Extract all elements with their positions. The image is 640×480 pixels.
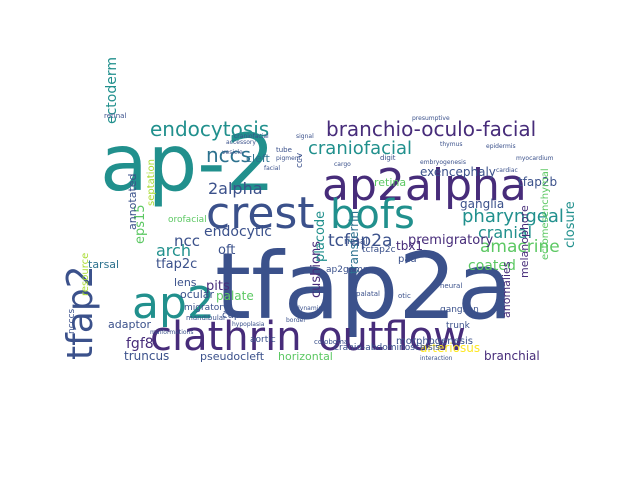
word-septation: septation <box>146 159 157 206</box>
word-morphogenesis: morphogenesis <box>396 336 473 347</box>
word-dynamin: dynamin <box>296 305 322 312</box>
word-pits: pits <box>206 279 230 294</box>
word-retinal: retinal <box>104 112 126 120</box>
word-embryogenesis: embryogenesis <box>420 159 466 166</box>
word-endocytic: endocytic <box>204 224 272 240</box>
word-ectomesenchymal: ectomesenchymal <box>540 168 551 260</box>
word-ccv: ccv <box>295 152 305 168</box>
word-facial: facial <box>264 165 280 172</box>
word-hypoplasia: hypoplasia <box>232 321 265 328</box>
word-annotated: annotated <box>126 173 139 230</box>
word-nasal: nasal <box>344 237 368 247</box>
word-accessory: accessory <box>226 139 256 146</box>
word-migratory: migratory <box>184 303 229 313</box>
word-2alpha: 2alpha <box>208 179 263 198</box>
word-clathrin: clathrin <box>150 314 302 360</box>
word-cranial: cranial <box>478 223 532 242</box>
word-anomalies: anomalies <box>500 261 513 318</box>
word-palatal: palatal <box>356 290 380 298</box>
word-crest: crest <box>206 188 315 239</box>
word-arch: arch <box>156 241 191 260</box>
word-thymus: thymus <box>440 141 462 148</box>
word-epidermis: epidermis <box>486 143 516 150</box>
word-border: border <box>286 317 306 324</box>
word-lens: lens <box>174 276 197 289</box>
word-resource: resource <box>80 253 91 296</box>
word-cargo: cargo <box>334 161 351 168</box>
word-tfap2b: tfap2b <box>518 175 557 189</box>
word-ap2gamma: ap2gamma <box>326 265 377 275</box>
word-outflow: outflow <box>318 314 466 360</box>
word-myocardium: myocardium <box>516 155 554 162</box>
word-digit: digit <box>380 154 396 162</box>
word-craniofacial: craniofacial <box>234 133 269 140</box>
word-tfap2c: tfap2c <box>156 257 197 272</box>
word-cushions: cushions <box>309 241 324 298</box>
word-ncccs: ncccs <box>67 308 77 334</box>
word-malformations: malformations <box>150 329 193 336</box>
word-vesicle: vesicle <box>222 149 243 156</box>
word-horizontal: horizontal <box>278 350 333 363</box>
word-pigment: pigment <box>276 155 302 162</box>
word-ncc: ncc <box>174 232 200 250</box>
word-melanophore: melanophore <box>518 205 531 278</box>
word-palate: palate <box>216 289 254 303</box>
word-tarsal: tarsal <box>88 258 119 271</box>
word-paa: paa <box>398 254 417 265</box>
word-signal: signal <box>296 133 314 140</box>
word-bofs: bofs <box>330 192 415 238</box>
word-retina: retina <box>374 176 406 189</box>
word-ap-2: ap-2 <box>100 119 275 209</box>
word-cranio-abdominoschisis: cranio-abdominoschisis <box>334 343 440 353</box>
word-eps15: eps15 <box>133 204 148 244</box>
word-tube: tube <box>276 146 292 154</box>
word-mandibular: mandibular <box>186 314 226 322</box>
word-oft: oft <box>218 243 235 258</box>
word-closure: closure <box>563 201 578 248</box>
word-neural: neural <box>440 282 462 290</box>
word-truncus: truncus <box>124 349 169 363</box>
word-tbx1: tbx1 <box>396 239 423 253</box>
word-branchial: branchial <box>484 349 540 363</box>
word-tfap2a: tfap2a <box>215 233 513 340</box>
word-tcfap2c: tcfap2c <box>362 245 396 255</box>
word-adaptor: adaptor <box>108 318 151 331</box>
word-craniofacial: craniofacial <box>308 138 412 159</box>
word-interaction: interaction <box>420 355 453 362</box>
word-cardiac: cardiac <box>496 167 518 174</box>
word-endocytosis: endocytosis <box>150 117 269 141</box>
word-cup: cup <box>222 310 240 321</box>
word-aortic: aortic <box>250 335 276 345</box>
word-tfap2: tfap2 <box>60 265 101 360</box>
word-nccs: nccs <box>206 143 251 167</box>
word-cleft: cleft <box>246 152 271 165</box>
word-trunk: trunk <box>446 321 471 331</box>
word-ap2: ap2 <box>132 278 215 329</box>
word-ganglia: ganglia <box>460 197 504 211</box>
word-premigratory: premigratory <box>408 233 494 248</box>
word-branchio-oculo-facial: branchio-oculo-facial <box>326 117 536 141</box>
word-ganglion: ganglion <box>440 305 479 315</box>
word-ocular: ocular <box>180 288 215 301</box>
word-exencephaly: exencephaly <box>420 165 496 179</box>
word-placode: placode <box>313 211 328 262</box>
word-ectoderm: ectoderm <box>104 57 120 124</box>
word-amacrine: amacrine <box>480 237 560 257</box>
word-tcfap2a: tcfap2a <box>328 231 392 251</box>
word-fgf8: fgf8 <box>126 336 154 352</box>
word-pseudocleft: pseudocleft <box>200 350 265 363</box>
word-transferrin: transferrin <box>347 211 361 274</box>
word-pharyngeal: pharyngeal <box>462 206 564 227</box>
word-ap2alpha: ap2alpha <box>322 160 527 211</box>
word-coloboma: coloboma <box>314 338 348 346</box>
word-presumptive: presumptive <box>412 115 450 122</box>
word-coated: coated <box>468 258 516 274</box>
word-arteriosus: arteriosus <box>420 341 480 355</box>
word-otic: otic <box>398 292 411 300</box>
word-orofacial: orofacial <box>168 215 207 225</box>
